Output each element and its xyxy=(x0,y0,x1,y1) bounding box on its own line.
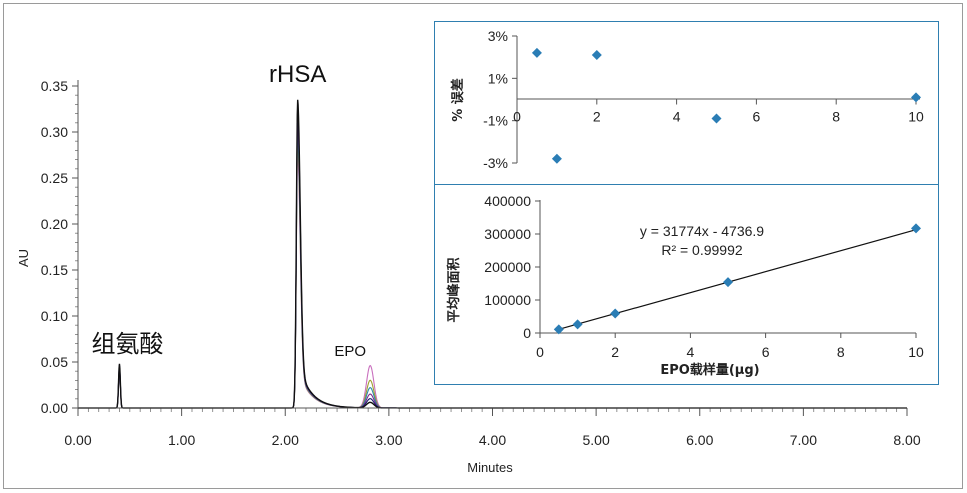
peak-label: rHSA xyxy=(269,61,326,88)
main-y-tick-label: 0.15 xyxy=(41,262,68,278)
error-x-tick-label: 8 xyxy=(832,109,840,125)
cal-y-tick-label: 300000 xyxy=(484,226,531,242)
main-x-tick-label: 7.00 xyxy=(790,432,817,448)
error-y-tick-label: -3% xyxy=(483,155,508,171)
error-y-tick-label: 1% xyxy=(488,70,508,86)
cal-y-tick-label: 0 xyxy=(523,325,531,341)
cal-y-tick-label: 200000 xyxy=(484,259,531,275)
peak-label: EPO xyxy=(334,343,366,360)
inset-panel: 3% 1% -1% -3% 0 2 4 6 8 10 % 误差 0 100000 200000 300… xyxy=(434,21,939,385)
main-x-tick-label: 8.00 xyxy=(893,432,920,448)
error-x-tick-label: 6 xyxy=(753,109,761,125)
main-y-tick-label: 0.00 xyxy=(41,400,68,416)
main-x-tick-label: 5.00 xyxy=(583,432,610,448)
error-y-tick-label: -1% xyxy=(483,113,508,129)
cal-y-tick-label: 100000 xyxy=(484,292,531,308)
main-y-tick-label: 0.30 xyxy=(41,124,68,140)
cal-point xyxy=(610,308,621,319)
main-x-tick-label: 3.00 xyxy=(375,432,402,448)
error-y-tick-labels: 3% 1% -1% -3% xyxy=(483,28,517,171)
error-point xyxy=(591,50,602,61)
cal-x-tick-label: 2 xyxy=(611,344,619,360)
main-x-tick-labels: 0.00 1.00 2.00 3.00 4.00 5.00 6.00 7.00 8.00 xyxy=(64,432,920,448)
cal-equation: y = 31774x - 4736.9 xyxy=(640,223,764,239)
error-x-tick-label: 4 xyxy=(673,109,681,125)
cal-x-axis-label: EPO载样量(μg) xyxy=(660,362,759,378)
peak-labels: 组氨酸 rHSA EPO xyxy=(91,61,366,360)
error-point xyxy=(911,92,921,103)
main-x-tick-label: 2.00 xyxy=(272,432,299,448)
main-y-tick-labels: 0.00 0.05 0.10 0.15 0.20 0.25 0.30 0.35 xyxy=(41,78,68,416)
main-x-tick-label: 6.00 xyxy=(686,432,713,448)
cal-x-tick-label: 6 xyxy=(762,344,770,360)
cal-x-tick-label: 4 xyxy=(687,344,695,360)
cal-y-tick-labels: 0 100000 200000 300000 400000 xyxy=(484,193,540,341)
cal-point xyxy=(572,319,583,330)
cal-y-axis-label: 平均峰面积 xyxy=(446,257,462,322)
error-point xyxy=(711,113,722,124)
main-x-tick-label: 4.00 xyxy=(479,432,506,448)
cal-point xyxy=(911,223,921,234)
inset-frame xyxy=(434,21,939,385)
error-y-tick-label: 3% xyxy=(488,28,508,44)
main-x-tick-label: 0.00 xyxy=(64,432,91,448)
main-x-axis-label: Minutes xyxy=(467,460,513,475)
cal-points xyxy=(553,223,921,335)
error-x-tick-label: 2 xyxy=(593,109,601,125)
main-y-tick-label: 0.10 xyxy=(41,308,68,324)
cal-y-tick-label: 400000 xyxy=(484,193,531,209)
cal-x-tick-label: 8 xyxy=(837,344,845,360)
main-y-tick-label: 0.35 xyxy=(41,78,68,94)
error-point xyxy=(551,153,562,164)
calibration-plot: 0 100000 200000 300000 400000 0 2 4 6 8 10 y = 31… xyxy=(446,193,924,378)
main-y-tick-label: 0.05 xyxy=(41,354,68,370)
main-x-tick-label: 1.00 xyxy=(168,432,195,448)
cal-x-tick-label: 0 xyxy=(536,344,544,360)
error-points xyxy=(531,47,921,164)
cal-point xyxy=(553,324,564,335)
error-x-tick-labels: 0 2 4 6 8 10 xyxy=(513,99,924,125)
peak-label: 组氨酸 xyxy=(91,331,163,358)
error-plot: 3% 1% -1% -3% 0 2 4 6 8 10 % 误差 xyxy=(450,28,924,171)
error-x-tick-label: 10 xyxy=(908,109,924,125)
cal-point xyxy=(723,277,733,288)
cal-x-tick-label: 10 xyxy=(908,344,924,360)
error-y-axis-label: % 误差 xyxy=(450,78,466,122)
main-y-tick-label: 0.25 xyxy=(41,170,68,186)
cal-x-tick-labels: 0 2 4 6 8 10 xyxy=(536,333,924,360)
error-x-tick-label: 0 xyxy=(513,109,521,125)
error-point xyxy=(531,47,542,58)
main-y-axis-label: AU xyxy=(16,249,31,267)
main-y-tick-label: 0.20 xyxy=(41,216,68,232)
main-chromatogram: 0.00 1.00 2.00 3.00 4.00 5.00 6.00 7.00 8.00 0.0… xyxy=(16,61,921,475)
cal-r-squared: R² = 0.99992 xyxy=(661,242,743,258)
